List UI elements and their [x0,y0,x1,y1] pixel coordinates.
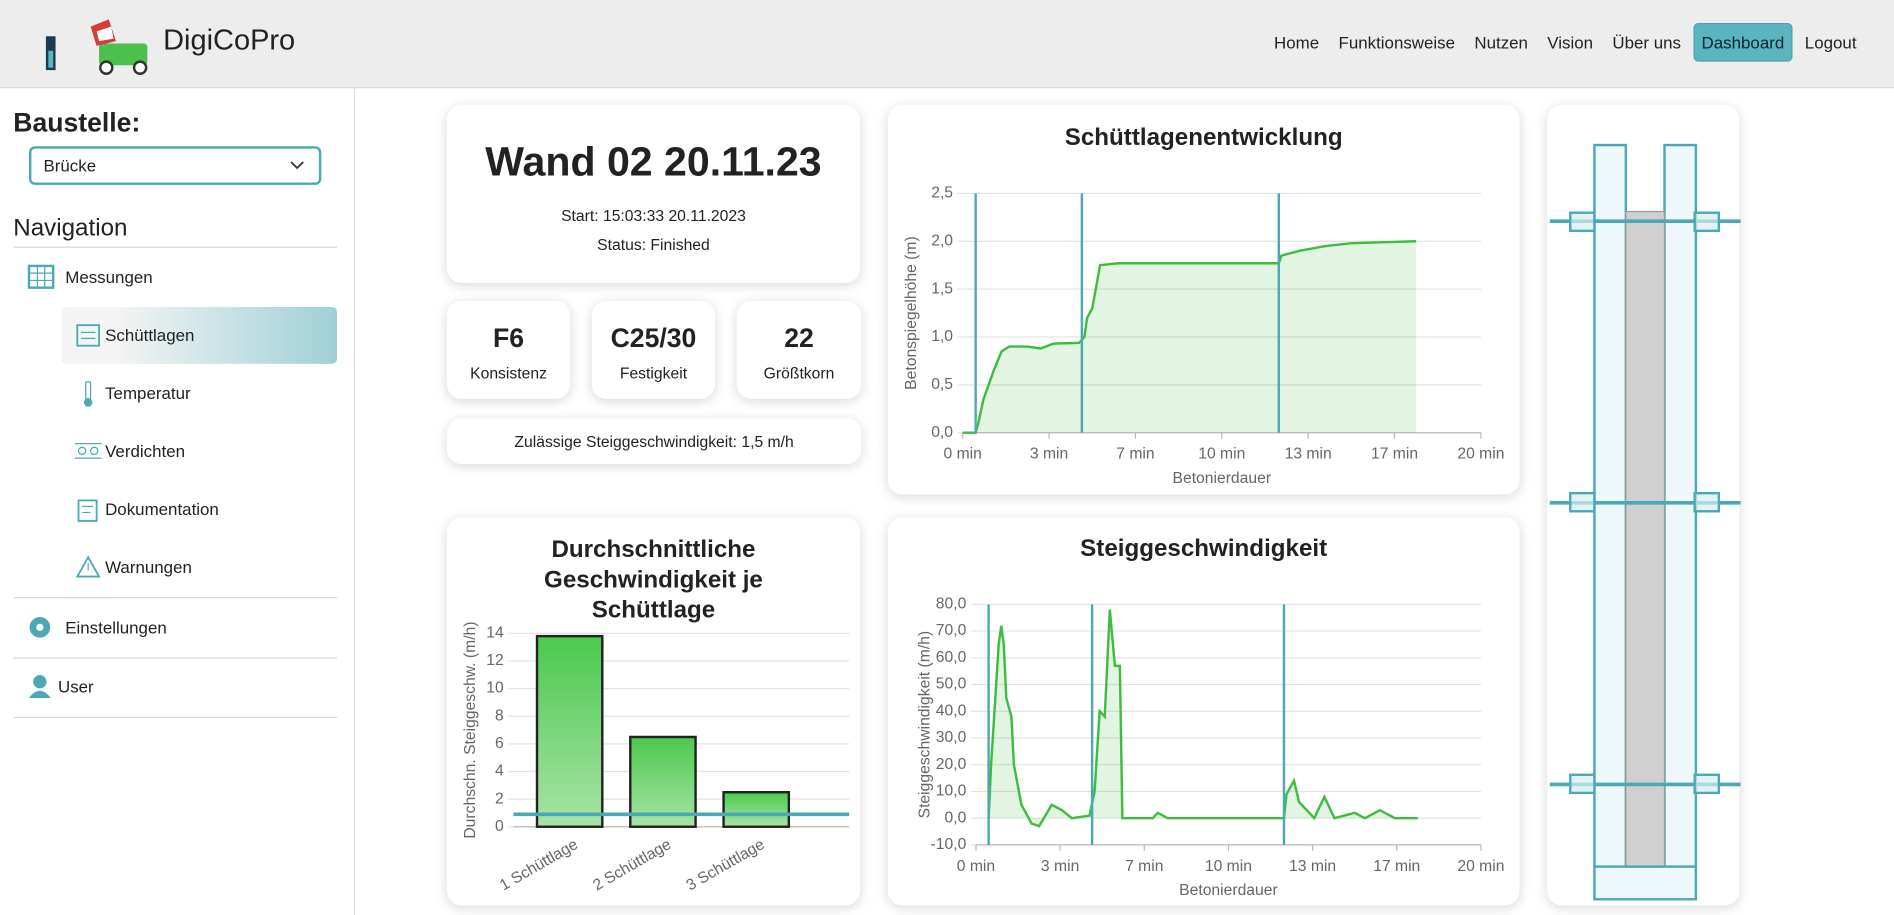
summary-start: Start: 15:03:33 20.11.2023 [561,206,746,225]
divider [13,597,338,599]
chart-card: Steiggeschwindigkeit [887,517,1520,906]
nav-item[interactable]: Warnungen [105,557,192,577]
brand[interactable]: DigiCoPro [163,24,296,57]
sidebar: Baustelle: Brücke Navigation Messungen S… [0,88,356,915]
chart-card: Durchschnittliche Geschwindigkeit je Sch… [446,517,861,906]
top-nav: Home Funktionsweise Nutzen Vision Über u… [1267,22,1864,62]
chart-title: Schüttlagenentwicklung [1064,124,1343,152]
spec-label: Festigkeit [619,363,688,382]
spec-value: 22 [784,322,814,353]
divider [13,657,338,659]
site-value: Brücke [43,155,97,176]
formwork-card [1547,105,1741,906]
nav-link[interactable]: Vision [1547,32,1594,52]
nav-item-active[interactable]: Schüttlagen [105,325,195,345]
nav-link-active[interactable]: Dashboard [1693,22,1793,62]
nav-item[interactable]: Messungen [65,267,153,287]
chart-title: Durchschnittliche Geschwindigkeit je Sch… [544,536,763,624]
spec-label: Größtkorn [763,363,835,382]
nav-item[interactable]: Einstellungen [65,617,167,637]
limit-text: Zulässige Steiggeschwindigkeit: 1,5 m/h [514,432,794,451]
nav-link[interactable]: Über uns [1612,32,1682,52]
spec-card: C25/30 Festigkeit [591,300,716,399]
divider [13,716,338,718]
spec-card: 22 Größtkorn [736,300,862,399]
nav-item[interactable]: Temperatur [105,383,191,403]
nav-item[interactable]: Verdichten [105,441,186,461]
summary-card: Wand 02 20.11.23 Start: 15:03:33 20.11.2… [446,105,861,283]
select-arrow [290,161,304,170]
divider [13,246,338,248]
nav-link[interactable]: Logout [1804,32,1857,52]
site-label: Baustelle: [13,107,141,138]
summary-title: Wand 02 20.11.23 [485,139,822,185]
top-bar: DigiCoPro Home Funktionsweise Nutzen Vis… [0,0,1894,89]
nav-link[interactable]: Nutzen [1474,32,1528,52]
nav-link[interactable]: Home [1274,32,1320,52]
nav-title: Navigation [13,215,128,242]
nav-icons [27,264,102,699]
spec-label: Konsistenz [470,363,547,382]
spec-value: C25/30 [610,322,697,353]
site-select[interactable]: Brücke [28,146,322,185]
nav-highlight [61,307,338,364]
formwork-illustration [1549,143,1741,901]
nav-link[interactable]: Funktionsweise [1338,32,1456,52]
summary-status: Status: Finished [597,235,710,254]
logo [45,19,148,75]
chart-title: Steiggeschwindigkeit [1080,535,1328,563]
spec-value: F6 [493,322,525,353]
nav-item[interactable]: User [57,676,94,697]
limit-card: Zulässige Steiggeschwindigkeit: 1,5 m/h [446,418,862,465]
spec-card: F6 Konsistenz [446,300,571,399]
chart-card: Schüttlagenentwicklung [887,105,1520,495]
nav-item[interactable]: Dokumentation [105,499,219,519]
